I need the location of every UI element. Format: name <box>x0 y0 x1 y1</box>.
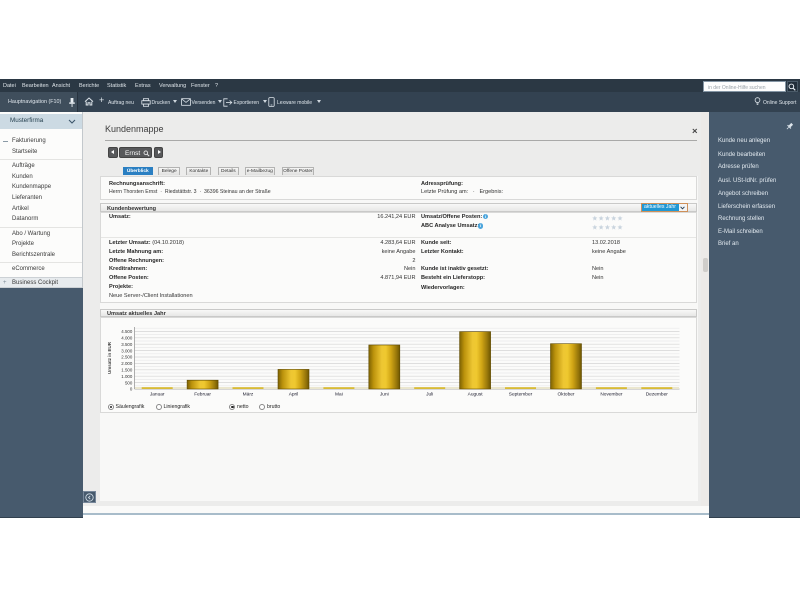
svg-text:2.000: 2.000 <box>121 361 133 366</box>
svg-text:Juni: Juni <box>380 391 389 397</box>
svg-text:November: November <box>600 391 623 397</box>
svg-text:0: 0 <box>130 386 133 391</box>
svg-text:September: September <box>509 391 533 397</box>
svg-text:Oktober: Oktober <box>557 391 574 397</box>
svg-text:August: August <box>468 391 484 397</box>
svg-text:2.500: 2.500 <box>121 354 133 359</box>
svg-text:Januar: Januar <box>150 391 165 397</box>
svg-text:Februar: Februar <box>194 391 211 397</box>
svg-text:Juli: Juli <box>426 391 433 397</box>
svg-text:Umsatz in EUR: Umsatz in EUR <box>107 341 112 374</box>
svg-text:500: 500 <box>125 380 133 385</box>
svg-text:1.000: 1.000 <box>121 373 133 378</box>
svg-text:3.500: 3.500 <box>121 341 133 346</box>
svg-text:1.500: 1.500 <box>121 367 133 372</box>
svg-text:Mai: Mai <box>335 391 343 397</box>
svg-text:März: März <box>243 391 254 397</box>
svg-text:Dezember: Dezember <box>646 391 669 397</box>
svg-text:3.000: 3.000 <box>121 348 133 353</box>
svg-text:4.500: 4.500 <box>121 329 133 334</box>
svg-text:4.000: 4.000 <box>121 335 133 340</box>
svg-text:April: April <box>289 391 299 397</box>
